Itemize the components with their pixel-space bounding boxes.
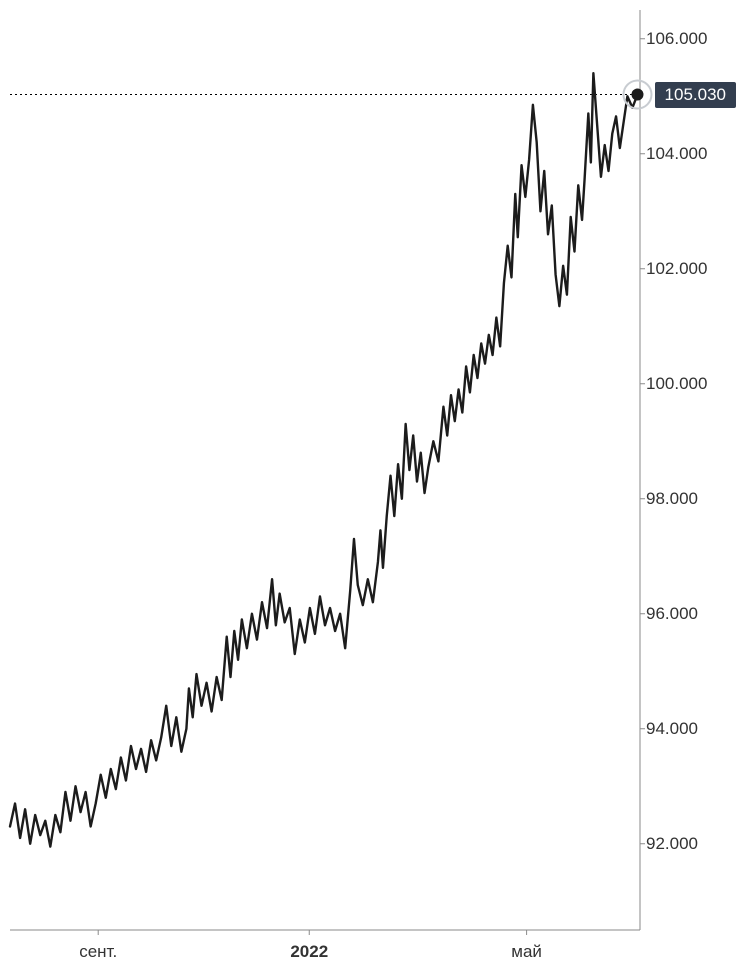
price-chart: 92.000 94.000 96.000 98.000 100.000 102.000 10… [0,0,739,975]
y-tick-label: 106.000 [640,29,730,49]
y-tick-label: 96.000 [640,604,730,624]
chart-svg [0,0,739,975]
x-tick-label: сент. [79,942,117,962]
y-tick-label: 92.000 [640,834,730,854]
current-price-label: 105.030 [655,82,736,108]
y-tick-label: 100.000 [640,374,730,394]
y-tick-label: 102.000 [640,259,730,279]
y-tick-label: 98.000 [640,489,730,509]
y-tick-label: 94.000 [640,719,730,739]
x-tick-label: май [511,942,542,962]
x-tick-label: 2022 [290,942,328,962]
y-tick-label: 104.000 [640,144,730,164]
